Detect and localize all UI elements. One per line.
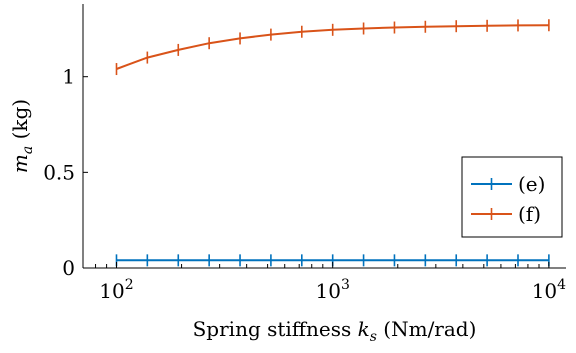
x-tick-base: 10 xyxy=(99,279,124,303)
y-tick-label: 1 xyxy=(62,65,75,89)
x-tick-base: 10 xyxy=(315,279,340,303)
y-tick-label: 0.5 xyxy=(43,160,75,184)
y-axis-label: ma (kg) xyxy=(8,99,36,173)
y-axis-label-subscript: a xyxy=(20,146,36,154)
x-tick-label: 104 xyxy=(532,277,566,303)
legend-label: (e) xyxy=(518,172,545,196)
x-axis-label-subscript: s xyxy=(370,329,377,345)
plot-area xyxy=(115,19,550,267)
series-1 xyxy=(115,19,550,76)
x-tick-label: 103 xyxy=(315,277,349,303)
legend-label: (f) xyxy=(518,202,541,226)
y-tick-label: 0 xyxy=(62,256,75,280)
legend: (e) (f) xyxy=(461,156,563,238)
x-tick-label: 102 xyxy=(99,277,133,303)
x-axis-label-symbol: k xyxy=(358,317,370,341)
y-axis-label-symbol: m xyxy=(8,154,32,173)
x-tick-base: 10 xyxy=(532,279,557,303)
series-0 xyxy=(115,254,550,267)
x-tick-exponent: 3 xyxy=(341,277,350,293)
x-axis-label-prefix: Spring stiffness xyxy=(193,317,358,341)
x-axis-label: Spring stiffness ks (Nm/rad) xyxy=(193,317,477,345)
x-axis-label-suffix: (Nm/rad) xyxy=(377,317,476,341)
legend-box xyxy=(461,156,563,238)
x-tick-exponent: 2 xyxy=(125,277,134,293)
y-axis-label-suffix: (kg) xyxy=(8,99,32,146)
x-tick-exponent: 4 xyxy=(557,277,566,293)
